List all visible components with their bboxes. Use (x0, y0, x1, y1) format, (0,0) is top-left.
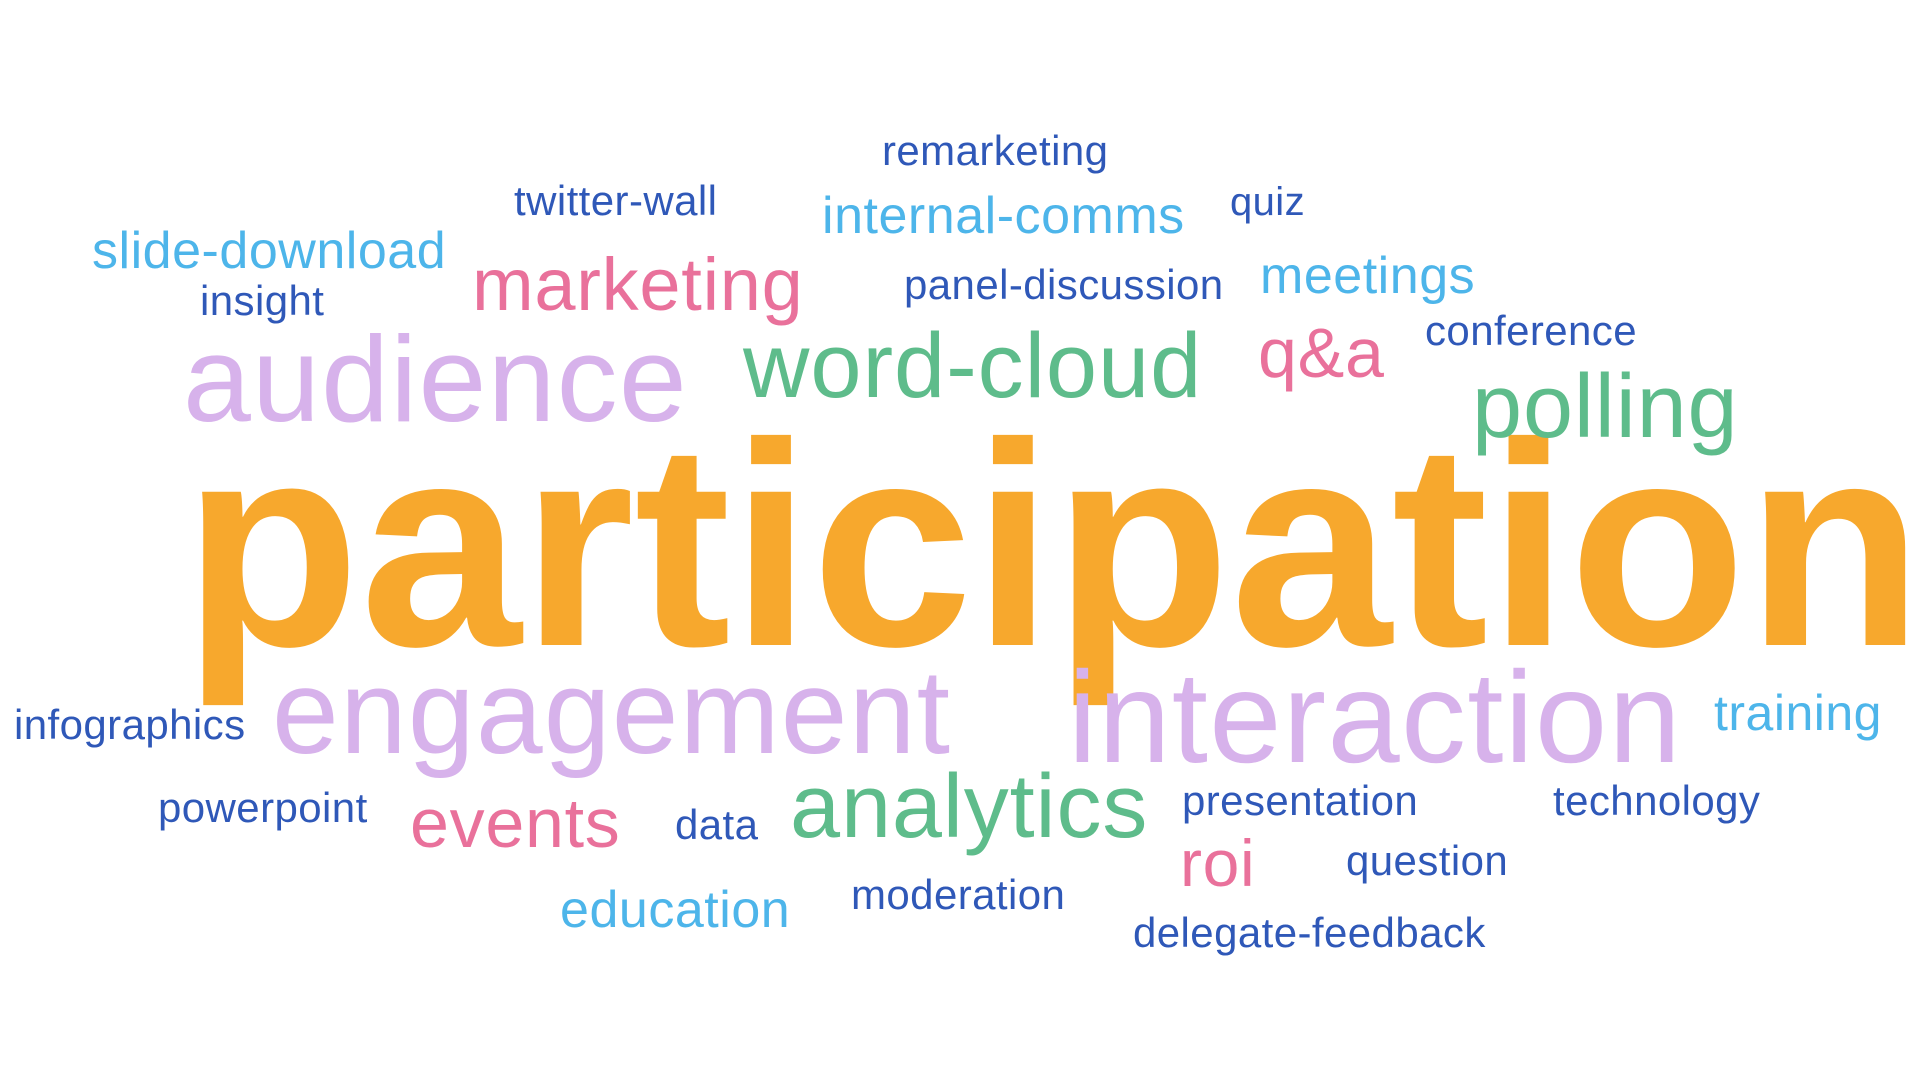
word-engagement: engagement (272, 645, 952, 779)
word-insight: insight (200, 277, 325, 324)
word-meetings: meetings (1260, 247, 1476, 305)
word-delegate-feedback: delegate-feedback (1133, 909, 1486, 956)
word-presentation: presentation (1182, 777, 1419, 824)
word-slide-download: slide-download (92, 222, 447, 280)
word-audience: audience (183, 311, 688, 447)
word-roi: roi (1180, 826, 1256, 900)
word-analytics: analytics (790, 757, 1149, 857)
word-interaction: interaction (1068, 644, 1683, 790)
word-question: question (1346, 837, 1509, 884)
word-data: data (675, 801, 759, 848)
word-technology: technology (1553, 777, 1761, 824)
word-participation: participation (183, 383, 1920, 707)
word-events: events (410, 784, 621, 862)
word-education: education (560, 881, 791, 939)
word-polling: polling (1472, 357, 1739, 457)
word-conference: conference (1425, 307, 1638, 354)
word-internal-comms: internal-comms (822, 187, 1185, 245)
word-quiz: quiz (1230, 180, 1305, 224)
word-remarketing: remarketing (882, 127, 1109, 174)
word-twitter-wall: twitter-wall (514, 177, 718, 224)
word-infographics: infographics (14, 701, 246, 748)
word-moderation: moderation (851, 871, 1066, 918)
word-panel-discussion: panel-discussion (904, 261, 1224, 308)
word-q-and-a: q&a (1258, 314, 1385, 392)
word-marketing: marketing (472, 243, 804, 326)
word-training: training (1714, 685, 1882, 741)
word-word-cloud: word-cloud (743, 315, 1203, 417)
word-powerpoint: powerpoint (158, 784, 368, 831)
